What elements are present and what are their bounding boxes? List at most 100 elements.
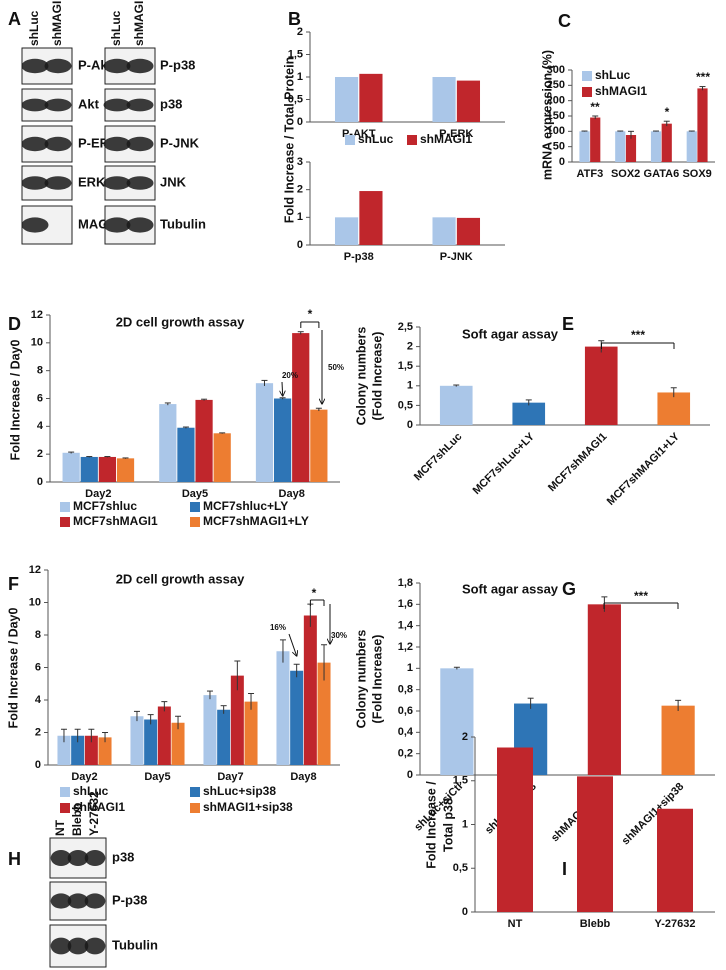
- bar: [657, 808, 693, 912]
- bar: [615, 131, 626, 162]
- annotation: 50%: [328, 363, 344, 372]
- x-tick-label: Day2: [85, 488, 111, 500]
- bar: [661, 705, 695, 775]
- y-tick-label: 12: [29, 564, 41, 576]
- x-tick-label: shLuc+siCtl: [412, 781, 465, 834]
- y-axis-label: Colony numbers: [354, 630, 368, 729]
- lane-label: Y-27632: [87, 791, 101, 836]
- bar: [432, 77, 456, 122]
- y-tick-label: 0,5: [288, 93, 303, 105]
- bar: [359, 73, 383, 122]
- lane-label: shMAGI1: [50, 0, 64, 46]
- blot-band: [21, 98, 49, 112]
- x-tick-label: Day5: [182, 488, 208, 500]
- blot-band: [84, 893, 106, 909]
- bar: [177, 427, 195, 482]
- blot-band: [21, 176, 49, 190]
- bar: [84, 735, 98, 765]
- bar: [334, 77, 359, 122]
- bar: [276, 651, 290, 765]
- x-tick-label: Day8: [290, 771, 316, 783]
- x-tick-label: NT: [508, 918, 523, 930]
- blot-band: [103, 58, 131, 74]
- bar: [195, 399, 213, 482]
- blot-band: [21, 58, 49, 74]
- blot-band: [67, 893, 89, 909]
- panel-label: F: [8, 574, 19, 594]
- y-tick-label: 50: [553, 141, 565, 153]
- bar: [62, 452, 80, 482]
- chart-title: Soft agar assay: [462, 326, 559, 341]
- x-tick-label: Day5: [144, 771, 170, 783]
- bar: [512, 402, 546, 425]
- y-tick-label: 2: [407, 341, 413, 353]
- annotation: ***: [696, 70, 710, 84]
- protein-label: P-JNK: [160, 135, 200, 150]
- x-tick-label: P-JNK: [440, 251, 473, 263]
- lane-label: shMAGI1: [132, 0, 146, 46]
- bar: [661, 123, 672, 162]
- blot-band: [103, 217, 131, 233]
- y-axis-label: mRNA expression (%): [540, 50, 554, 180]
- x-tick-label: Day8: [279, 488, 305, 500]
- legend-swatch: [190, 803, 200, 813]
- legend-swatch: [345, 135, 355, 145]
- lane-label: shLuc: [27, 10, 41, 46]
- bar: [203, 695, 217, 765]
- bar: [584, 346, 618, 425]
- y-tick-label: 0: [407, 769, 413, 781]
- bar: [650, 131, 662, 162]
- annotation: *: [665, 105, 670, 119]
- legend-label: MCF7shMAGI1+LY: [203, 514, 309, 528]
- y-tick-label: 0,6: [398, 705, 413, 717]
- protein-label: Tubulin: [160, 216, 206, 231]
- y-tick-label: 1,5: [398, 360, 413, 372]
- y-axis-label: (Fold Increase): [370, 332, 384, 421]
- bar: [497, 747, 533, 912]
- annotation: ***: [631, 328, 645, 342]
- bar: [130, 716, 144, 765]
- legend-label: shMAGI1: [595, 84, 647, 98]
- blot-band: [84, 850, 106, 866]
- y-tick-label: 0: [35, 759, 41, 771]
- bar: [456, 217, 481, 245]
- bar: [590, 117, 601, 162]
- y-tick-label: 0: [297, 239, 303, 251]
- y-tick-label: 100: [547, 125, 565, 137]
- bar: [159, 404, 177, 482]
- legend-swatch: [190, 502, 200, 512]
- y-tick-label: 2: [462, 731, 468, 743]
- bar: [334, 217, 359, 245]
- x-tick-label: MCF7shLuc+LY: [471, 430, 538, 497]
- y-tick-label: 8: [35, 629, 41, 641]
- protein-label: ERK: [78, 174, 106, 189]
- bar: [587, 604, 621, 775]
- bar: [217, 709, 231, 765]
- bar: [157, 706, 171, 765]
- x-tick-label: MCF7shLuc: [412, 431, 465, 484]
- y-tick-label: 1,5: [453, 775, 468, 787]
- bar: [255, 383, 274, 482]
- bar: [57, 735, 71, 765]
- blot-band: [50, 937, 72, 955]
- bar: [71, 735, 85, 765]
- annotation: *: [312, 586, 317, 600]
- y-tick-label: 2: [297, 26, 303, 38]
- bar: [440, 668, 474, 775]
- blot-band: [67, 937, 89, 955]
- y-tick-label: 300: [547, 64, 565, 76]
- y-tick-label: 0: [407, 419, 413, 431]
- blot-band: [126, 98, 154, 112]
- blot-band: [103, 98, 131, 112]
- bar: [439, 385, 473, 425]
- y-tick-label: 1: [407, 380, 413, 392]
- x-tick-label: Y-27632: [655, 918, 696, 930]
- legend-swatch: [582, 71, 592, 81]
- y-tick-label: 150: [547, 110, 565, 122]
- legend-label: shMAGI1+sip38: [203, 800, 293, 814]
- y-tick-label: 10: [29, 596, 41, 608]
- bar: [98, 737, 112, 765]
- bar: [697, 88, 708, 162]
- x-tick-label: P-ERK: [439, 128, 473, 140]
- legend-swatch: [407, 135, 417, 145]
